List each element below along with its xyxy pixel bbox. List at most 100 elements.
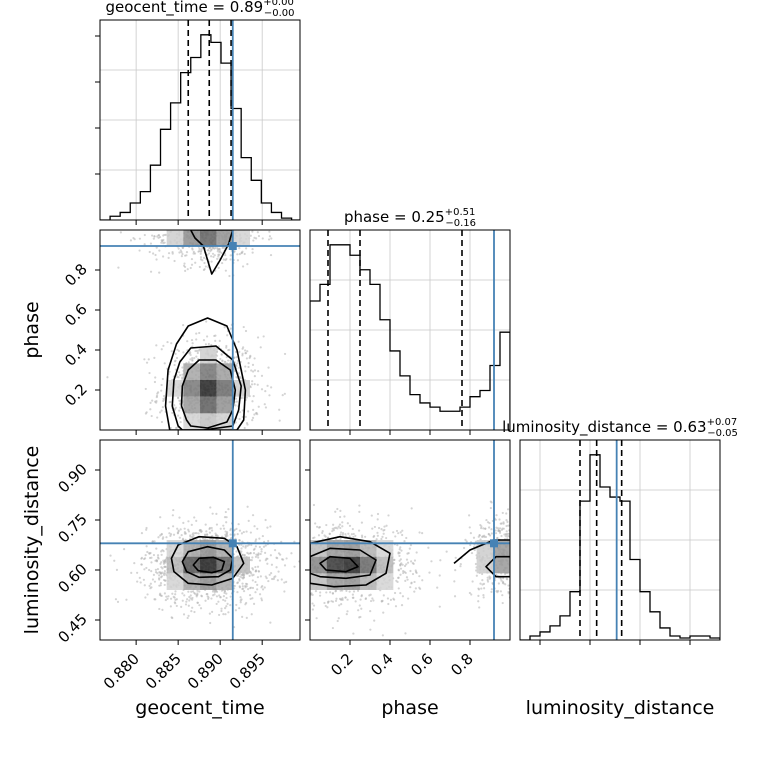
panel-geocent_time-luminosity_distance-sample-point	[211, 594, 215, 597]
panel-phase-luminosity_distance-sample-point	[490, 588, 493, 591]
panel-geocent_time-phase-sample-point	[169, 452, 171, 454]
panel-phase-luminosity_distance-sample-point	[411, 572, 415, 576]
panel-geocent_time-luminosity_distance-sample-point	[190, 523, 193, 526]
panel-geocent_time-phase-sample-point	[203, 216, 205, 218]
xlabel-geocent_time: geocent_time	[135, 697, 264, 719]
panel-geocent_time-luminosity_distance-sample-point	[174, 593, 177, 596]
panel-geocent_time-phase-sample-point	[161, 225, 163, 227]
panel-geocent_time-phase-sample-point	[147, 358, 150, 361]
panel-geocent_time-phase-sample-point	[251, 380, 254, 383]
panel-phase-luminosity_distance-density-cell	[326, 556, 344, 574]
panel-geocent_time-phase-sample-point	[117, 266, 120, 269]
panel-phase-luminosity_distance-sample-point	[526, 535, 528, 537]
panel-geocent_time-phase-sample-point	[259, 346, 262, 349]
panel-geocent_time-luminosity_distance-sample-point	[293, 565, 296, 568]
panel-geocent_time-phase-sample-point	[190, 204, 192, 206]
panel-geocent_time-luminosity_distance-sample-point	[216, 535, 220, 538]
panel-geocent_time-luminosity_distance-sample-point	[236, 581, 240, 584]
panel-phase-luminosity_distance-sample-point	[295, 578, 297, 580]
panel-geocent_time-luminosity_distance-sample-point	[247, 519, 250, 522]
panel-geocent_time-luminosity_distance-sample-point	[240, 574, 243, 577]
panel-geocent_time-phase-sample-point	[268, 394, 271, 397]
panel-geocent_time-luminosity_distance-sample-point	[163, 573, 166, 577]
panel-geocent_time-luminosity_distance-sample-point	[235, 550, 238, 553]
hist-luminosity_distance-frame	[519, 439, 721, 641]
panel-phase-luminosity_distance-density-cell	[376, 556, 394, 574]
panel-phase-luminosity_distance-sample-point	[295, 568, 297, 570]
panel-phase-luminosity_distance-sample-point	[525, 567, 527, 569]
panel-phase-luminosity_distance-sample-point	[304, 572, 306, 574]
panel-geocent_time-phase-sample-point	[198, 221, 200, 223]
panel-geocent_time-luminosity_distance-sample-point	[274, 575, 277, 578]
panel-phase-luminosity_distance-sample-point	[359, 598, 362, 601]
title-sup: +0.07	[707, 417, 738, 428]
panel-geocent_time-phase-sample-point	[219, 357, 222, 361]
panel-geocent_time-phase-sample-point	[202, 339, 206, 342]
panel-phase-luminosity_distance-sample-point	[255, 561, 257, 563]
panel-geocent_time-luminosity_distance-sample-point	[161, 537, 164, 540]
panel-geocent_time-luminosity_distance-sample-point	[217, 600, 220, 603]
panel-phase-luminosity_distance-sample-point	[525, 547, 527, 549]
panel-geocent_time-luminosity_distance-sample-point	[165, 536, 168, 539]
panel-geocent_time-phase-sample-point	[192, 431, 194, 433]
panel-geocent_time-luminosity_distance-sample-point	[224, 607, 227, 610]
panel-phase-luminosity_distance-sample-point	[294, 577, 296, 579]
panel-phase-luminosity_distance-sample-point	[513, 537, 515, 539]
panel-phase-luminosity_distance-contour	[310, 547, 377, 580]
panel-phase-luminosity_distance-sample-point	[304, 610, 306, 612]
panel-geocent_time-luminosity_distance-sample-point	[227, 611, 230, 614]
panel-geocent_time-phase-sample-point	[198, 265, 201, 269]
panel-phase-luminosity_distance-sample-point	[340, 598, 343, 601]
panel-geocent_time-luminosity_distance-sample-point	[160, 561, 163, 564]
panel-phase-luminosity_distance-sample-point	[343, 515, 346, 518]
panel-phase-luminosity_distance-sample-point	[293, 558, 295, 560]
panel-geocent_time-luminosity_distance-sample-point	[252, 552, 256, 555]
panel-geocent_time-luminosity_distance-sample-point	[180, 534, 183, 537]
panel-phase-luminosity_distance-sample-point	[406, 561, 410, 564]
panel-geocent_time-phase-sample-point	[149, 401, 152, 404]
panel-geocent_time-phase-sample-point	[179, 416, 182, 419]
panel-phase-luminosity_distance-sample-point	[524, 532, 526, 534]
panel-phase-luminosity_distance-density-cell	[376, 573, 394, 590]
panel-phase-luminosity_distance-sample-point	[486, 580, 490, 583]
panel-phase-luminosity_distance-sample-point	[475, 574, 478, 577]
panel-phase-luminosity_distance-sample-point	[513, 522, 515, 524]
panel-phase-luminosity_distance-sample-point	[357, 529, 361, 532]
panel-geocent_time-luminosity_distance-sample-point	[149, 587, 152, 590]
panel-geocent_time-phase-sample-point	[157, 223, 159, 225]
title-main: luminosity_distance = 0.63	[502, 418, 706, 437]
panel-geocent_time-phase-sample-point	[200, 249, 203, 252]
panel-phase-luminosity_distance-sample-point	[505, 577, 508, 580]
panel-phase-luminosity_distance-sample-point	[304, 527, 306, 529]
panel-geocent_time-luminosity_distance-frame	[99, 439, 301, 641]
panel-geocent_time-phase-sample-point	[228, 274, 231, 278]
panel-geocent_time-luminosity_distance-sample-point	[246, 544, 249, 547]
panel-phase-luminosity_distance-sample-point	[352, 590, 356, 593]
panel-phase-luminosity_distance-sample-point	[323, 534, 326, 537]
panel-geocent_time-luminosity_distance-sample-point	[186, 616, 189, 620]
panel-geocent_time-luminosity_distance-sample-point	[171, 592, 174, 595]
panel-phase-luminosity_distance-sample-point	[376, 534, 379, 537]
panel-geocent_time-luminosity_distance-sample-point	[225, 516, 228, 519]
panel-phase-luminosity_distance-sample-point	[336, 507, 339, 511]
panel-geocent_time-phase-sample-point	[217, 253, 220, 256]
panel-geocent_time-phase-sample-point	[177, 247, 180, 250]
panel-geocent_time-luminosity_distance-sample-point	[218, 594, 221, 597]
panel-phase-luminosity_distance-sample-point	[397, 587, 400, 590]
panel-geocent_time-phase-sample-point	[184, 432, 186, 434]
panel-geocent_time-phase-sample-point	[216, 435, 218, 437]
panel-geocent_time-luminosity_distance-ytick-label: 0.45	[54, 610, 90, 646]
panel-geocent_time-phase-sample-point	[235, 364, 238, 368]
panel-phase-luminosity_distance-sample-point	[389, 598, 393, 601]
panel-geocent_time-luminosity_distance-sample-point	[220, 609, 223, 613]
panel-geocent_time-phase-sample-point	[270, 386, 273, 389]
panel-phase-luminosity_distance-sample-point	[528, 571, 530, 573]
panel-geocent_time-phase-sample-point	[252, 183, 254, 185]
panel-geocent_time-phase-sample-point	[253, 236, 256, 239]
panel-geocent_time-phase-density-cell	[183, 396, 200, 414]
panel-geocent_time-phase-sample-point	[173, 360, 177, 363]
panel-phase-luminosity_distance-sample-point	[421, 579, 424, 582]
panel-phase-luminosity_distance-sample-point	[306, 576, 308, 578]
panel-phase-luminosity_distance-sample-point	[301, 541, 303, 543]
panel-geocent_time-phase-sample-point	[173, 404, 176, 407]
